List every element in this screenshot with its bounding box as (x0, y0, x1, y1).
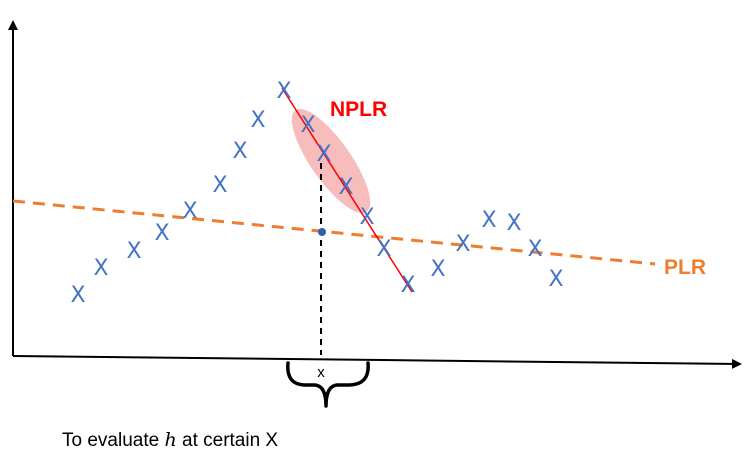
caption-post: at certain X (177, 430, 279, 451)
data-point: X (338, 175, 353, 200)
x-axis (12, 355, 742, 369)
data-point: X (359, 205, 374, 230)
caption-var: h (164, 429, 176, 451)
data-point: X (400, 273, 415, 298)
data-point: X (455, 232, 470, 257)
data-point: X (527, 237, 542, 262)
npl-label: NPLR (330, 98, 387, 121)
data-point: X (276, 79, 291, 104)
data-point: X (300, 113, 315, 138)
data-points: X X X X X X X X X X X X X X X X X X X X … (70, 79, 563, 308)
data-point: X (376, 237, 391, 262)
npl-line (281, 87, 413, 293)
data-point: X (154, 221, 169, 246)
data-point: X (548, 267, 563, 292)
caption: To evaluate h at certain X (62, 429, 278, 451)
data-point: X (212, 173, 227, 198)
caption-pre: To evaluate (62, 430, 164, 451)
data-point: X (430, 257, 445, 282)
data-point: X (506, 211, 521, 236)
data-point: X (70, 283, 85, 308)
data-point: X (232, 139, 247, 164)
plr-label: PLR (664, 256, 706, 279)
data-point: X (182, 199, 197, 224)
eval-point (318, 228, 326, 236)
data-point: X (481, 208, 496, 233)
data-point: X (126, 239, 141, 264)
x-point-label: x (317, 364, 325, 381)
plr-line (12, 199, 656, 266)
local-window-bracket (286, 361, 370, 408)
data-point: X (93, 256, 108, 281)
data-point: X (316, 142, 331, 167)
data-point: X (250, 108, 265, 133)
